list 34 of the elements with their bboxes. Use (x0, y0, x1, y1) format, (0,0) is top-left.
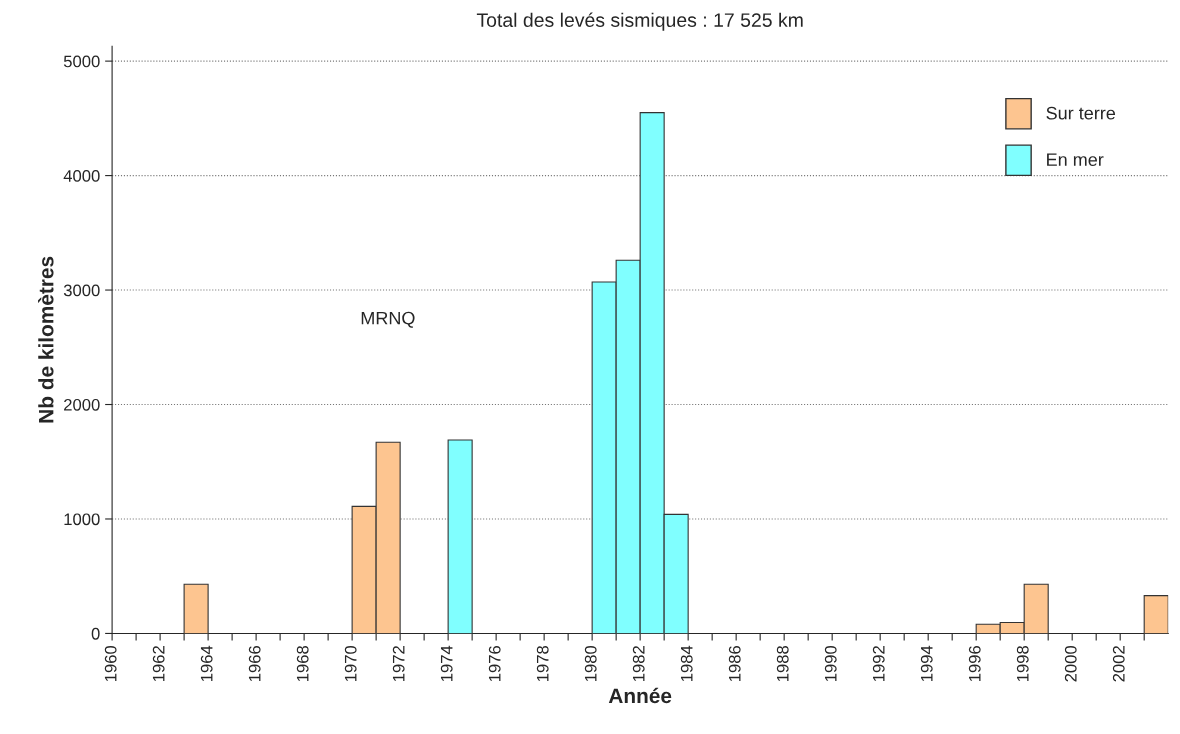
x-tick-label: 1970 (344, 645, 357, 682)
chart-title: Total des levés sismiques : 17 525 km (476, 12, 803, 31)
x-tick-label: 1992 (872, 646, 885, 682)
x-tick-label: 1996 (968, 645, 981, 682)
y-tick-label: 1000 (64, 513, 100, 526)
legend-label: Sur terre (1046, 106, 1116, 120)
x-tick-label: 1990 (824, 645, 837, 682)
x-tick-label: 1964 (200, 645, 213, 682)
x-tick-label: 1976 (488, 645, 501, 682)
x-tick-label: 1988 (776, 645, 789, 682)
x-tick-label: 1978 (536, 645, 549, 682)
legend-label: En mer (1047, 153, 1104, 167)
y-axis-title: Nb de kilomètres (38, 256, 54, 423)
x-tick-label: 1982 (632, 646, 645, 682)
x-tick-label: 1972 (392, 646, 405, 682)
y-tick-label: 5000 (63, 55, 100, 68)
x-tick-label: 1962 (152, 646, 165, 682)
x-axis-title: Année (608, 687, 672, 704)
x-tick-label: 1968 (296, 645, 309, 682)
x-tick-label: 1974 (440, 645, 453, 682)
x-tick-label: 1960 (104, 645, 117, 682)
x-tick-label: 1994 (920, 645, 933, 682)
x-tick-label: 1986 (728, 645, 741, 682)
y-tick-label: 3000 (63, 284, 100, 297)
x-tick-label: 2002 (1112, 646, 1125, 682)
x-tick-label: 1998 (1016, 645, 1029, 682)
x-tick-label: 1966 (248, 645, 261, 682)
y-tick-label: 2000 (64, 398, 100, 411)
y-tick-label: 4000 (63, 169, 100, 182)
x-tick-label: 1984 (680, 645, 693, 682)
x-tick-label: 1980 (584, 645, 597, 682)
y-tick-label: 0 (91, 627, 100, 640)
x-tick-label: 2000 (1064, 645, 1077, 682)
annotation: MRNQ (361, 311, 415, 328)
